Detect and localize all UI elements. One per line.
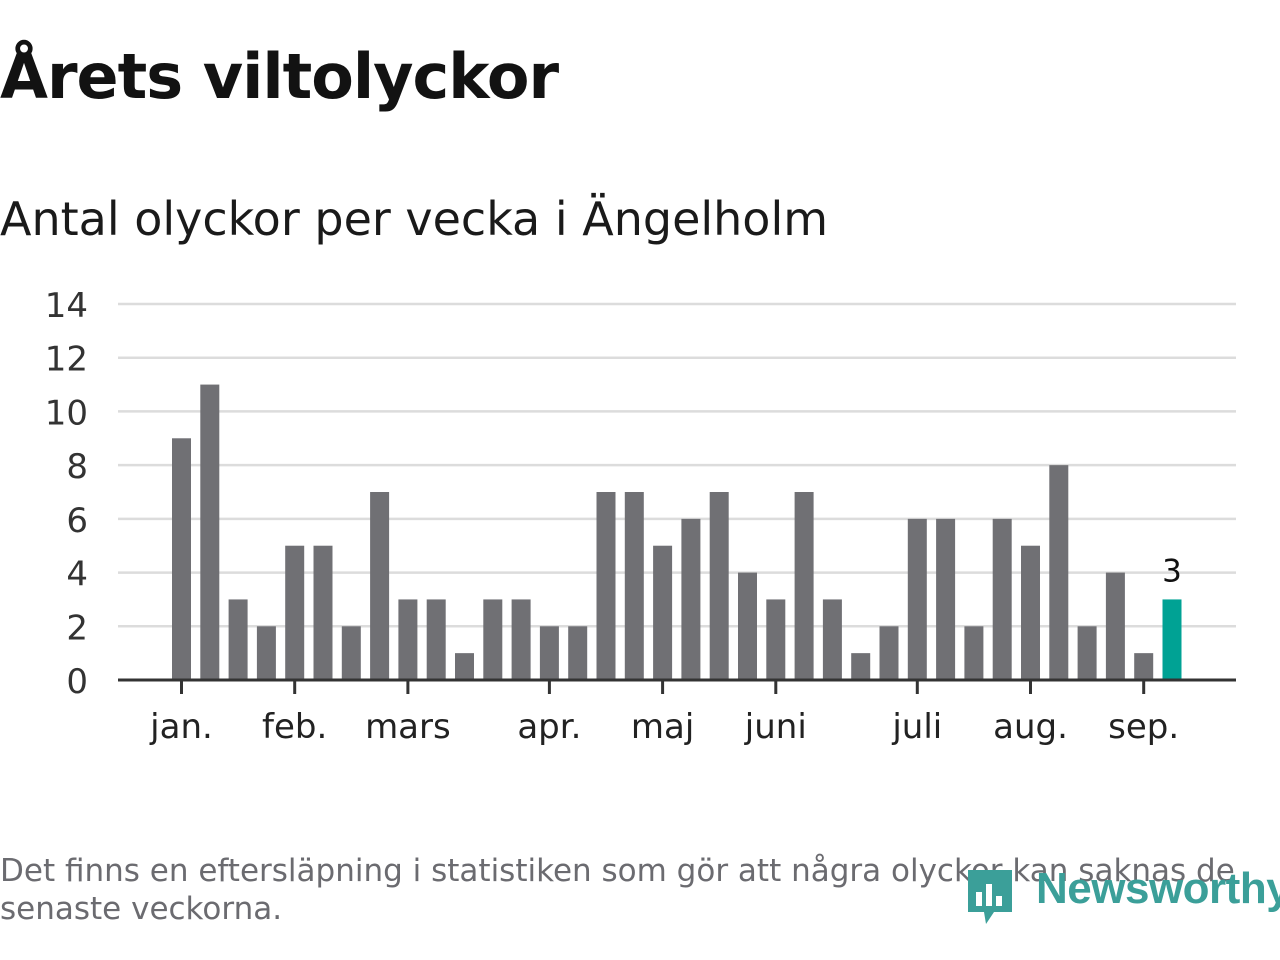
bar bbox=[936, 518, 956, 680]
y-tick-label: 2 bbox=[66, 608, 88, 648]
bar bbox=[851, 653, 871, 680]
y-tick-label: 4 bbox=[66, 555, 88, 595]
x-tick-label: juni bbox=[744, 707, 807, 747]
y-tick-label: 14 bbox=[45, 286, 88, 326]
bar bbox=[511, 599, 531, 680]
x-tick-label: maj bbox=[631, 707, 694, 747]
x-tick-label: apr. bbox=[517, 707, 581, 747]
bar-chart: 0 2 4 6 8 10 12 14 3 jan. feb. mars apr. maj juni juli a… bbox=[45, 286, 1236, 747]
bar bbox=[907, 518, 927, 680]
bar bbox=[624, 492, 644, 680]
bar bbox=[992, 518, 1012, 680]
bar bbox=[1021, 545, 1040, 680]
bar bbox=[879, 626, 899, 680]
bar bbox=[1077, 626, 1097, 680]
newsworthy-logo-text: Newsworthy bbox=[1036, 864, 1280, 913]
bar bbox=[256, 626, 276, 680]
bar bbox=[766, 599, 786, 680]
bar bbox=[172, 438, 191, 680]
bar bbox=[1162, 599, 1182, 680]
bar bbox=[1105, 572, 1125, 680]
bar bbox=[794, 492, 814, 680]
newsworthy-logo-icon bbox=[968, 870, 1012, 924]
x-tick-label: jan. bbox=[149, 707, 213, 747]
chart-subtitle: Antal olyckor per vecka i Ängelholm bbox=[0, 192, 829, 246]
y-tick-label: 6 bbox=[66, 501, 88, 541]
x-tick-label: feb. bbox=[262, 707, 327, 747]
bar bbox=[822, 599, 842, 680]
newsworthy-logo: Newsworthy bbox=[964, 862, 1280, 926]
bar bbox=[455, 653, 474, 680]
bar bbox=[539, 626, 559, 680]
x-tick-label: sep. bbox=[1108, 707, 1179, 747]
chart-title: Årets viltolyckor bbox=[0, 40, 559, 113]
y-tick-label: 12 bbox=[45, 340, 88, 380]
footnote: Det finns en eftersläpning i statistiken… bbox=[0, 853, 1235, 927]
y-tick-label: 0 bbox=[66, 662, 88, 702]
x-tick-label: juli bbox=[891, 707, 942, 747]
bar bbox=[228, 599, 248, 680]
bar bbox=[483, 599, 503, 680]
y-tick-label: 10 bbox=[45, 393, 88, 433]
bar bbox=[568, 626, 588, 680]
bar bbox=[596, 492, 616, 680]
x-tick-label: mars bbox=[365, 707, 451, 747]
bar bbox=[200, 384, 220, 680]
x-tick-label: aug. bbox=[993, 707, 1068, 747]
bar bbox=[1134, 653, 1154, 680]
bar bbox=[285, 545, 305, 680]
bar bbox=[370, 492, 390, 680]
bar bbox=[681, 518, 701, 680]
bar bbox=[341, 626, 361, 680]
y-tick-label: 8 bbox=[66, 447, 88, 487]
data-label: 3 bbox=[1162, 553, 1182, 589]
bar bbox=[398, 599, 418, 680]
bar bbox=[1049, 465, 1069, 680]
bar bbox=[426, 599, 446, 680]
bar bbox=[709, 492, 729, 680]
bar bbox=[313, 545, 333, 680]
bar bbox=[964, 626, 984, 680]
bar bbox=[738, 572, 757, 680]
bar bbox=[653, 545, 673, 680]
